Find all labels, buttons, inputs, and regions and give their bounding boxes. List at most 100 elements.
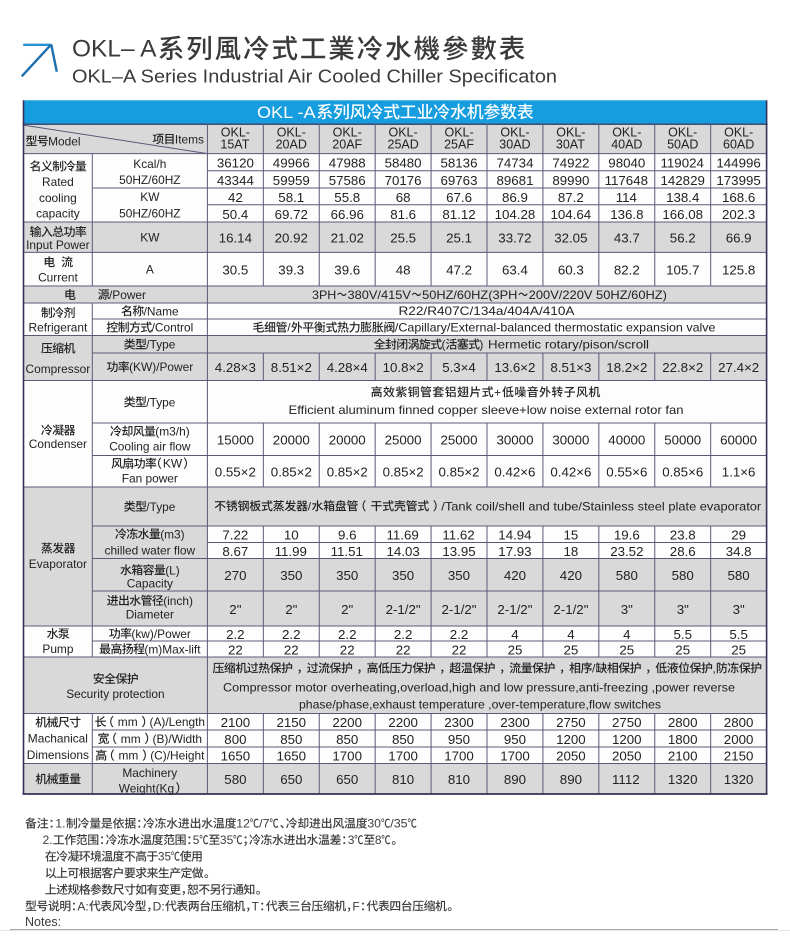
svg-text:Machanical: Machanical <box>28 732 88 746</box>
svg-text:OKL-: OKL- <box>445 125 474 139</box>
svg-text:Kcal/h: Kcal/h <box>133 157 166 171</box>
svg-text:Security protection: Security protection <box>66 687 164 701</box>
svg-text:2800: 2800 <box>724 715 754 730</box>
svg-text:2150: 2150 <box>724 749 754 764</box>
svg-text:55.8: 55.8 <box>334 190 360 205</box>
svg-text:3: 3 <box>348 833 355 847</box>
svg-text:1200: 1200 <box>612 732 642 747</box>
svg-text:/: / <box>308 499 312 513</box>
svg-text:17.93: 17.93 <box>498 544 531 559</box>
svg-text:2200: 2200 <box>332 715 362 730</box>
svg-text:2.2: 2.2 <box>394 627 413 642</box>
svg-text:25.5: 25.5 <box>390 231 416 246</box>
svg-text:D:: D: <box>153 899 165 913</box>
svg-text:66.9: 66.9 <box>726 231 752 246</box>
svg-text:25AD: 25AD <box>388 138 419 152</box>
svg-text:Dimensions: Dimensions <box>27 748 89 762</box>
svg-text:173995: 173995 <box>716 173 760 188</box>
svg-text:5.5: 5.5 <box>729 627 748 642</box>
svg-text:86.9: 86.9 <box>502 190 528 205</box>
svg-text:2": 2" <box>229 602 241 617</box>
svg-text:70176: 70176 <box>385 173 422 188</box>
svg-text:Refrigerant: Refrigerant <box>29 321 89 335</box>
svg-text:32.05: 32.05 <box>554 231 587 246</box>
svg-text:Cooling air flow: Cooling air flow <box>109 440 191 454</box>
svg-text:2000: 2000 <box>724 732 754 747</box>
svg-text:1.: 1. <box>55 817 65 831</box>
svg-text:10: 10 <box>284 528 299 543</box>
svg-text:47988: 47988 <box>329 156 366 171</box>
svg-text:Compressor motor overheating,o: Compressor motor overheating,overload,hi… <box>223 681 735 695</box>
svg-text:mm: mm <box>121 732 141 746</box>
svg-text:104.64: 104.64 <box>551 207 592 222</box>
svg-text:27.4×2: 27.4×2 <box>718 360 759 375</box>
svg-text:Rated: Rated <box>42 175 74 189</box>
svg-text:40AD: 40AD <box>611 138 642 152</box>
svg-text:(kw)/Power: (kw)/Power <box>131 627 190 641</box>
svg-text:117648: 117648 <box>605 173 648 188</box>
svg-text:23.8: 23.8 <box>670 528 696 543</box>
svg-text:125.8: 125.8 <box>722 263 755 278</box>
svg-text:890: 890 <box>560 772 582 787</box>
svg-text:8: 8 <box>375 833 382 847</box>
svg-text:4: 4 <box>511 627 518 642</box>
svg-text:22: 22 <box>452 643 467 658</box>
svg-text:2.2: 2.2 <box>450 627 469 642</box>
svg-text:48: 48 <box>396 263 411 278</box>
svg-text:850: 850 <box>392 732 414 747</box>
svg-text:OKL-: OKL- <box>389 125 418 139</box>
svg-text:50AD: 50AD <box>667 138 698 152</box>
svg-text:3": 3" <box>733 602 745 617</box>
svg-text:OKL-: OKL- <box>500 125 529 139</box>
svg-text:(m3/h): (m3/h) <box>155 425 189 439</box>
svg-text:/: / <box>287 321 291 335</box>
svg-text:KW: KW <box>163 457 183 471</box>
svg-text:82.2: 82.2 <box>614 263 640 278</box>
svg-text:OKL-: OKL- <box>221 125 250 139</box>
svg-text:58480: 58480 <box>385 156 422 171</box>
svg-text:350: 350 <box>448 568 470 583</box>
svg-text:30000: 30000 <box>497 433 534 448</box>
svg-text:42: 42 <box>228 190 243 205</box>
svg-text:capacity: capacity <box>36 207 80 221</box>
svg-text:11.99: 11.99 <box>275 544 307 559</box>
svg-text:380V/415V: 380V/415V <box>348 288 411 302</box>
svg-text:0.85×2: 0.85×2 <box>327 465 368 480</box>
svg-text:2-1/2": 2-1/2" <box>386 602 421 617</box>
svg-text:Diameter: Diameter <box>126 608 174 622</box>
svg-text:104.28: 104.28 <box>495 207 536 222</box>
svg-text:13.95: 13.95 <box>442 544 475 559</box>
svg-text:(: ( <box>442 338 446 352</box>
svg-text:420: 420 <box>560 568 582 583</box>
svg-text:10.8×2: 10.8×2 <box>383 360 424 375</box>
svg-text:202.3: 202.3 <box>722 207 755 222</box>
svg-text:OKL-: OKL- <box>668 125 697 139</box>
svg-text:Evaporator: Evaporator <box>29 557 87 571</box>
svg-text:39.3: 39.3 <box>278 263 304 278</box>
svg-text:28.6: 28.6 <box>670 544 696 559</box>
svg-text:0.85×2: 0.85×2 <box>439 465 480 480</box>
svg-text:(A)/Length: (A)/Length <box>150 715 206 729</box>
svg-text:57586: 57586 <box>329 173 366 188</box>
svg-text:Hermetic rotary/pison/scroll: Hermetic rotary/pison/scroll <box>488 337 649 351</box>
svg-text:81.12: 81.12 <box>442 207 475 222</box>
svg-text:29: 29 <box>731 528 746 543</box>
svg-text:OKL-: OKL- <box>724 125 753 139</box>
svg-text:60.3: 60.3 <box>558 263 584 278</box>
svg-text:1800: 1800 <box>668 732 698 747</box>
svg-text:Model: Model <box>48 134 80 148</box>
svg-text:25: 25 <box>731 643 746 658</box>
svg-text:12: 12 <box>236 817 250 831</box>
svg-text:350: 350 <box>336 568 358 583</box>
svg-text:98040: 98040 <box>608 156 645 171</box>
svg-text:2150: 2150 <box>277 715 307 730</box>
svg-text:25: 25 <box>508 643 523 658</box>
svg-text:0.55×2: 0.55×2 <box>215 465 256 480</box>
svg-text:0.42×6: 0.42×6 <box>550 465 591 480</box>
svg-text:68: 68 <box>396 190 411 205</box>
svg-text:810: 810 <box>448 772 470 787</box>
svg-text:/35: /35 <box>390 817 408 831</box>
svg-text:2": 2" <box>341 602 353 617</box>
svg-text:Weight(Kg: Weight(Kg <box>119 781 174 795</box>
svg-text:50HZ/60HZ(3PH: 50HZ/60HZ(3PH <box>422 288 517 302</box>
